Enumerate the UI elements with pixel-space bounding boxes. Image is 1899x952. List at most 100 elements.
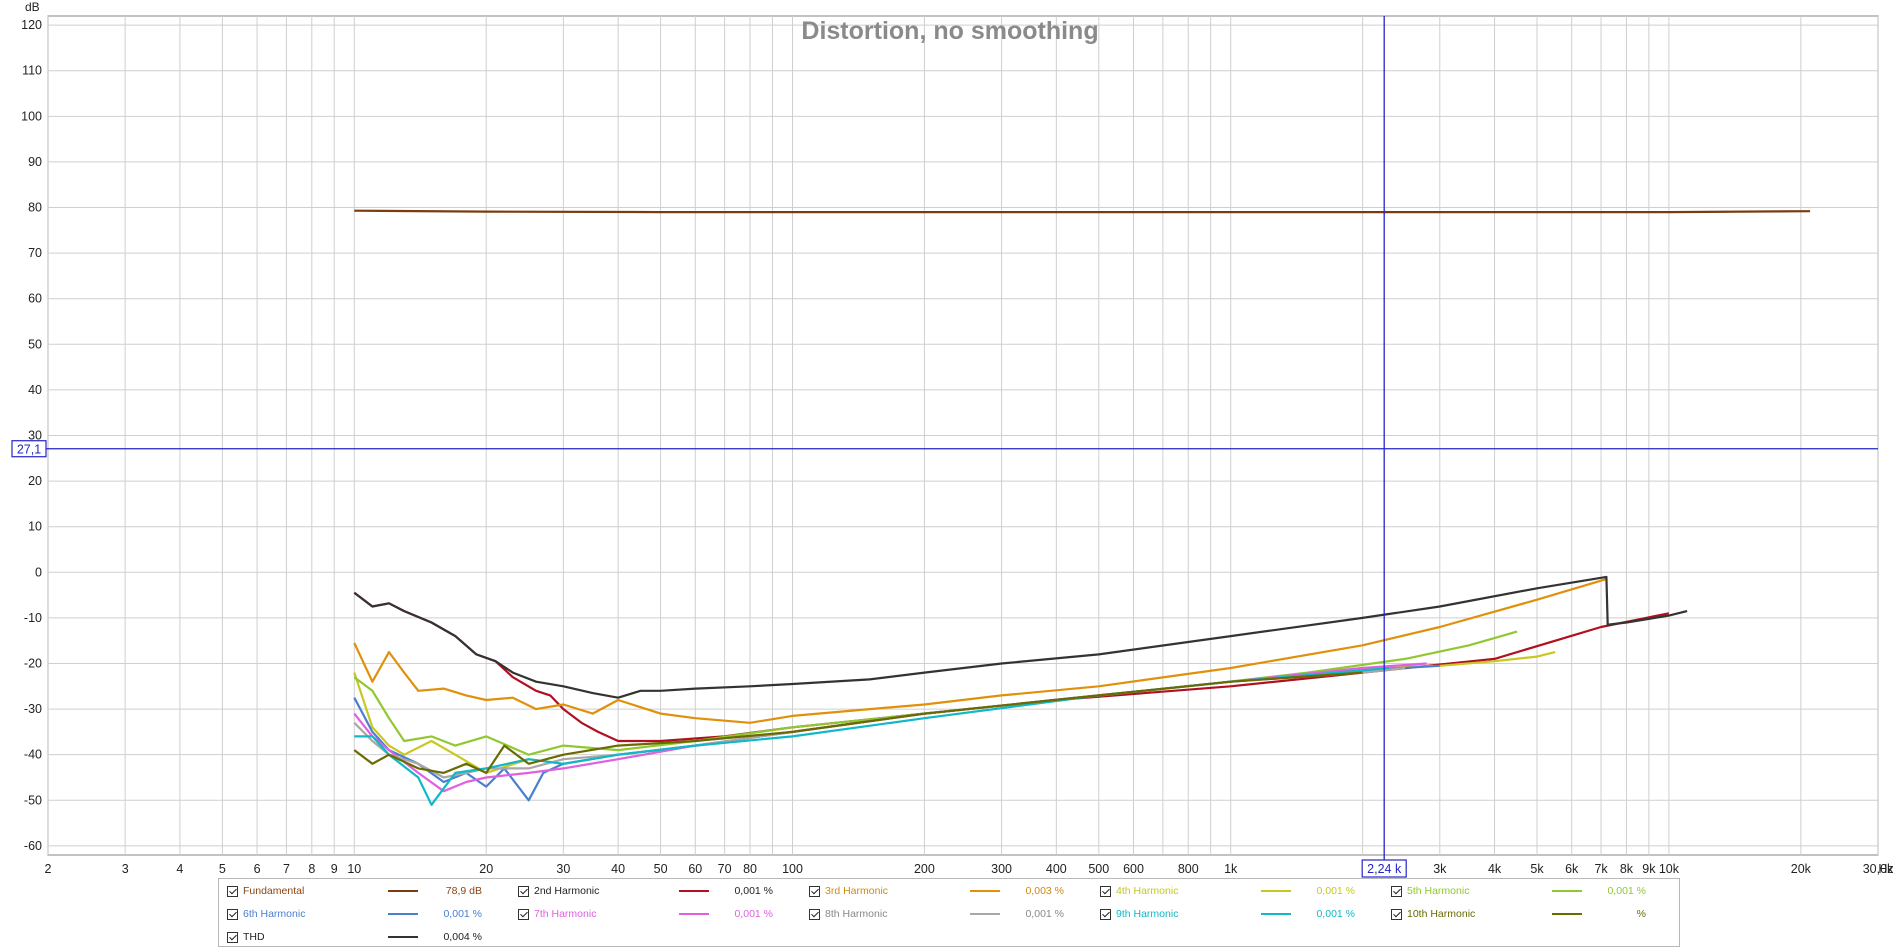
chart-title: Distortion, no smoothing: [801, 17, 1098, 45]
legend-item-7th-harmonic: 7th Harmonic 0,001 %: [518, 904, 773, 924]
legend-value: 0,001 %: [443, 908, 482, 920]
legend-value: 0,003 %: [1025, 885, 1064, 897]
series-line-10th-harmonic: [353, 671, 1363, 774]
x-tick-label: 6: [254, 862, 261, 876]
legend-label: 3rd Harmonic: [825, 885, 889, 897]
legend-swatch: [388, 890, 418, 892]
legend-label: THD: [243, 931, 265, 943]
legend-swatch: [1261, 913, 1291, 915]
cursor-y-readout: 27,1: [17, 443, 41, 457]
legend-item-10th-harmonic: 10th Harmonic%: [1391, 904, 1646, 924]
legend-label: 9th Harmonic: [1116, 908, 1179, 920]
x-tick-label: 30: [556, 862, 570, 876]
x-tick-label: 20k: [1791, 862, 1812, 876]
legend-item-4th-harmonic: 4th Harmonic 0,001 %: [1100, 881, 1355, 901]
x-tick-label: 5: [219, 862, 226, 876]
legend-value: 0,001 %: [734, 885, 773, 897]
legend-value: 78,9 dB: [445, 885, 482, 897]
legend-checkbox-4th-harmonic[interactable]: [1100, 885, 1111, 897]
y-tick-label: 30: [28, 429, 42, 443]
legend-value: %: [1636, 908, 1646, 920]
legend-value: 0,001 %: [1316, 908, 1355, 920]
x-tick-label: 70: [718, 862, 732, 876]
x-tick-label: 50: [654, 862, 668, 876]
x-tick-label: 3k: [1433, 862, 1447, 876]
y-tick-label: 110: [22, 64, 42, 78]
y-tick-label: 20: [28, 474, 42, 488]
legend-item-9th-harmonic: 9th Harmonic 0,001 %: [1100, 904, 1355, 924]
legend-checkbox-5th-harmonic[interactable]: [1391, 885, 1402, 897]
legend-swatch: [970, 913, 1000, 915]
legend-value: 0,001 %: [1316, 885, 1355, 897]
x-tick-label: 80: [743, 862, 757, 876]
x-tick-label: 7: [283, 862, 290, 876]
x-tick-label: 9: [331, 862, 338, 876]
legend-label: 4th Harmonic: [1116, 885, 1179, 897]
series-line-3rd-harmonic: [353, 578, 1607, 724]
x-tick-label: 10: [347, 862, 361, 876]
legend-item-2nd-harmonic: 2nd Harmonic 0,001 %: [518, 881, 773, 901]
legend-swatch: [970, 890, 1000, 892]
y-tick-label: 90: [28, 155, 42, 169]
y-tick-label: 80: [28, 201, 42, 215]
x-tick-label: 10k: [1659, 862, 1680, 876]
legend-swatch: [1261, 890, 1291, 892]
legend-label: 2nd Harmonic: [534, 885, 600, 897]
y-tick-label: 10: [28, 520, 42, 534]
cursor-x-readout: 2,24 k: [1367, 862, 1402, 876]
y-tick-label: 70: [28, 246, 42, 260]
x-tick-label: 100: [782, 862, 803, 876]
x-tick-label: 8: [308, 862, 315, 876]
legend-item-5th-harmonic: 5th Harmonic 0,001 %: [1391, 881, 1646, 901]
x-tick-label: 500: [1088, 862, 1109, 876]
legend-checkbox-3rd-harmonic[interactable]: [809, 885, 820, 897]
legend-checkbox-8th-harmonic[interactable]: [809, 908, 820, 920]
x-tick-label: 1k: [1224, 862, 1238, 876]
legend-value: 0,001 %: [1607, 885, 1646, 897]
legend-item-3rd-harmonic: 3rd Harmonic 0,003 %: [809, 881, 1064, 901]
legend-checkbox-fundamental[interactable]: [227, 885, 238, 897]
legend-item-fundamental: Fundamental 78,9 dB: [227, 881, 482, 901]
legend-item-6th-harmonic: 6th Harmonic 0,001 %: [227, 904, 482, 924]
y-tick-label: 120: [21, 18, 42, 32]
x-tick-label: 300: [991, 862, 1012, 876]
y-tick-label: 100: [21, 109, 42, 123]
y-tick-label: 40: [28, 383, 42, 397]
legend-label: 8th Harmonic: [825, 908, 888, 920]
series-lines: [353, 209, 1811, 806]
x-tick-label: 30,0k: [1863, 862, 1894, 876]
legend-checkbox-7th-harmonic[interactable]: [518, 908, 529, 920]
legend-item-thd: THD 0,004 %: [227, 927, 482, 947]
axes: 1201101009080706050403020100-10-20-30-40…: [21, 18, 1894, 876]
y-tick-label: -20: [24, 656, 42, 670]
legend-checkbox-10th-harmonic[interactable]: [1391, 908, 1402, 920]
series-line-thd: [353, 575, 1688, 699]
x-tick-label: 8k: [1620, 862, 1634, 876]
y-tick-label: -10: [24, 611, 42, 625]
legend-checkbox-2nd-harmonic[interactable]: [518, 885, 529, 897]
cursor-y-box: [11, 440, 47, 458]
legend-label: 6th Harmonic: [243, 908, 306, 920]
legend-label: 10th Harmonic: [1407, 908, 1476, 920]
legend-label: 5th Harmonic: [1407, 885, 1470, 897]
legend-checkbox-9th-harmonic[interactable]: [1100, 908, 1111, 920]
legend-swatch: [1552, 890, 1582, 892]
legend-checkbox-6th-harmonic[interactable]: [227, 908, 238, 920]
series-line-fundamental: [354, 209, 1811, 214]
legend-checkbox-thd[interactable]: [227, 931, 238, 943]
legend-value: 0,001 %: [734, 908, 773, 920]
legend-swatch: [388, 913, 418, 915]
cursor-x-box: [1361, 859, 1407, 878]
y-tick-label: 60: [28, 292, 42, 306]
y-tick-label: 0: [35, 565, 42, 579]
grid: [47, 16, 1879, 855]
x-tick-label: 7k: [1594, 862, 1608, 876]
x-tick-label: 9k: [1642, 862, 1656, 876]
x-tick-label: 400: [1046, 862, 1067, 876]
legend-swatch: [1552, 913, 1582, 915]
legend-value: 0,004 %: [443, 931, 482, 943]
y-tick-label: -30: [24, 702, 42, 716]
x-tick-label: 60: [688, 862, 702, 876]
cursor[interactable]: 27,1 2,24 k: [11, 16, 1878, 878]
